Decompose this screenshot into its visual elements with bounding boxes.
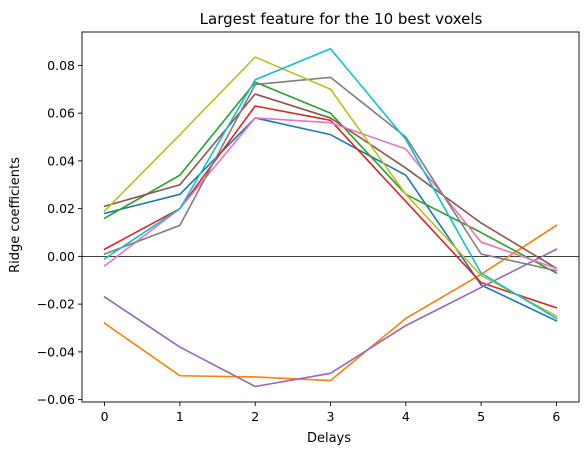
y-tick-label: −0.06	[37, 392, 75, 407]
x-axis-label: Delays	[307, 431, 351, 446]
y-axis-label: Ridge coefficients	[8, 157, 23, 273]
series-line-3	[103, 81, 558, 275]
series-line-1	[103, 117, 558, 322]
series-line-9	[103, 56, 558, 318]
x-tick-label: 1	[176, 409, 184, 424]
x-tick-label: 3	[327, 409, 335, 424]
y-tick-label: −0.02	[37, 297, 75, 312]
y-tick-label: 0.06	[47, 106, 75, 121]
x-tick-label: 2	[251, 409, 259, 424]
x-tick-label: 6	[552, 409, 560, 424]
plot-content	[82, 47, 579, 388]
series-line-10	[103, 47, 558, 320]
series-line-6	[103, 93, 558, 270]
series-line-8	[103, 76, 558, 272]
chart-title: Largest feature for the 10 best voxels	[200, 10, 483, 28]
plot-area	[82, 47, 579, 388]
y-tick-label: 0.04	[47, 153, 75, 168]
x-tick-label: 0	[101, 409, 109, 424]
series-line-5	[103, 248, 558, 388]
y-tick-label: 0.08	[47, 58, 75, 73]
series-line-2	[103, 224, 558, 382]
y-tick-label: 0.02	[47, 201, 75, 216]
y-tick-label: 0.00	[47, 249, 75, 264]
x-tick-label: 5	[477, 409, 485, 424]
y-tick-label: −0.04	[37, 344, 75, 359]
axes: 0 1 2 3 4 5 6 −0.06 −0.04 −0.02 0.00 0.02 0.04 0.06 0.…	[37, 31, 580, 424]
x-tick-label: 4	[402, 409, 410, 424]
